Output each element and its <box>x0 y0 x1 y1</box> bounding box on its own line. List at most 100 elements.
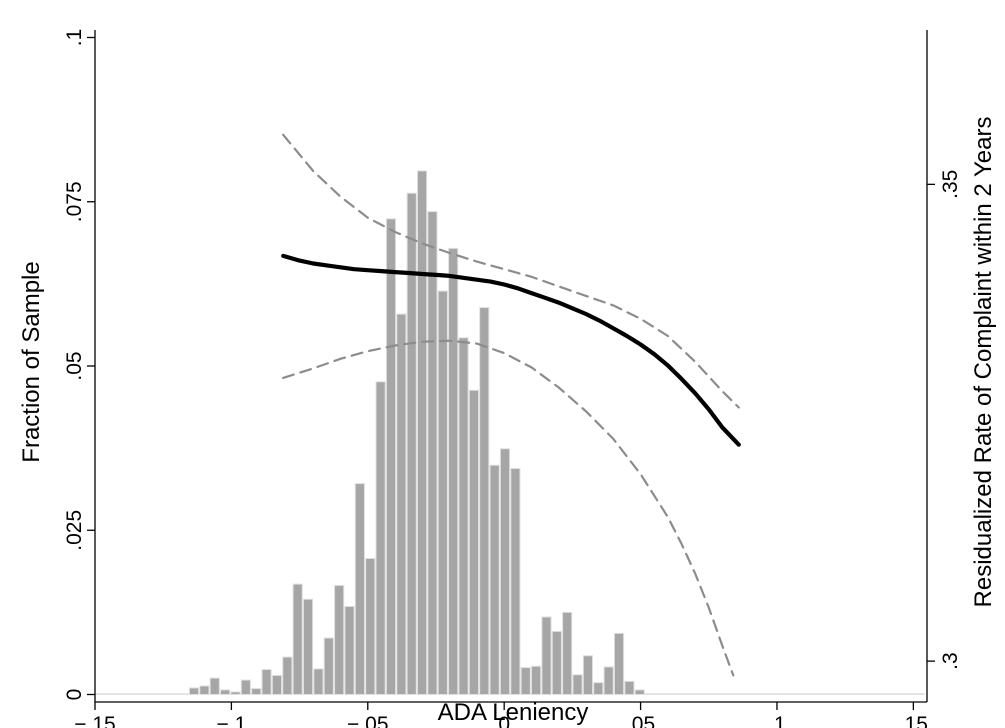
x-tick-label: −.05 <box>347 713 388 728</box>
y-tick-label: .075 <box>63 181 86 222</box>
histogram-bar <box>95 693 106 696</box>
histogram-bar <box>344 605 355 696</box>
histogram-bar <box>448 247 459 695</box>
histogram-bar <box>593 682 604 695</box>
histogram-bar <box>157 693 169 696</box>
histogram-bar <box>489 464 500 695</box>
x-tick-label: .15 <box>899 713 928 728</box>
histogram-bar <box>251 688 262 696</box>
histogram-bar <box>282 656 293 695</box>
histogram-bar <box>510 467 521 695</box>
histogram-bar <box>385 218 397 696</box>
histogram-bar <box>313 668 324 696</box>
histogram-bar <box>499 448 511 695</box>
histogram-bar <box>862 693 873 696</box>
histogram-bar <box>188 687 200 695</box>
histogram-bar <box>655 693 666 696</box>
histogram-bar <box>831 693 842 696</box>
histogram-bar <box>199 685 210 696</box>
histogram-bar <box>779 693 790 696</box>
histogram-bar <box>147 693 158 696</box>
histogram-bar <box>696 693 708 696</box>
histogram-bar <box>676 693 687 696</box>
histogram-bar <box>634 689 645 696</box>
fit-line <box>281 253 741 447</box>
histogram-bar <box>137 693 148 696</box>
histogram-bar <box>479 307 490 695</box>
histogram-bar <box>458 337 469 695</box>
histogram-bar <box>468 389 479 695</box>
histogram-bar <box>427 211 438 696</box>
histogram-bar <box>800 693 811 696</box>
histogram-bar <box>240 679 251 695</box>
histogram-bar <box>354 483 365 695</box>
histogram-bar <box>302 598 314 695</box>
histogram-bar <box>624 680 635 695</box>
histogram-bar <box>116 693 127 696</box>
x-tick-label: .1 <box>768 713 786 728</box>
histogram-bar <box>168 693 179 696</box>
histogram-bar <box>748 693 759 696</box>
ci-upper-line <box>282 133 740 409</box>
y2-axis-title: Residualized Rate of Complaint within 2 … <box>970 117 997 608</box>
histogram-bar <box>334 584 345 695</box>
histogram-bar <box>914 693 925 696</box>
histogram-bar <box>727 693 739 696</box>
x-tick-label: .05 <box>626 713 655 728</box>
histogram-bar <box>406 192 417 696</box>
histogram-bar <box>904 693 915 696</box>
x-axis-title: ADA Leniency <box>438 699 589 726</box>
histogram-bar <box>396 313 407 695</box>
x-tick-label: 0 <box>498 713 510 728</box>
histogram-bar <box>292 583 303 695</box>
y-tick-label: .1 <box>63 29 86 47</box>
histogram-bar <box>686 693 697 696</box>
fit-lines <box>281 133 741 677</box>
y-tick-label: 0 <box>63 689 86 701</box>
y-tick-label: .025 <box>63 510 86 551</box>
histogram-bar <box>230 691 241 695</box>
histogram-bar <box>437 290 448 695</box>
histogram-bar <box>572 674 583 695</box>
histogram-bar <box>531 665 542 695</box>
histogram-bar <box>759 693 770 696</box>
histogram-bar <box>365 558 376 695</box>
ci-lower-line <box>282 339 735 677</box>
histogram-bar <box>375 381 386 695</box>
histogram-bar <box>520 667 531 695</box>
histogram-bar <box>665 693 676 696</box>
histogram-bar <box>178 693 189 696</box>
histogram-bar <box>738 693 749 696</box>
y2-tick-label: .35 <box>939 170 962 199</box>
histogram-bar <box>416 170 428 695</box>
histogram-bar <box>551 630 562 695</box>
histogram-bar <box>106 693 117 696</box>
y2-tick-label: .3 <box>939 652 962 670</box>
histogram-bars <box>95 170 925 696</box>
axes: −.15 −.1 −.05 0 .05 .1 .15 0 .025 .05 .075 .1 .3 .35 <box>63 29 962 728</box>
histogram-bar <box>261 669 272 696</box>
histogram-bar <box>323 637 334 695</box>
histogram-bar <box>603 666 614 695</box>
histogram-bar <box>790 693 801 696</box>
histogram-bar <box>883 693 894 696</box>
histogram-bar <box>841 693 853 696</box>
histogram-bar <box>821 693 832 696</box>
histogram-bar <box>810 693 822 696</box>
x-tick-label: −.15 <box>74 713 115 728</box>
histogram-bar <box>541 616 552 695</box>
histogram-bar <box>645 693 656 696</box>
histogram-bar <box>126 693 137 696</box>
histogram-bar <box>852 693 863 696</box>
y-axis-title: Fraction of Sample <box>18 261 45 462</box>
histogram-bar <box>769 693 780 696</box>
x-tick-label: −.1 <box>217 713 247 728</box>
histogram-bar <box>893 693 904 696</box>
histogram-bar <box>707 693 718 696</box>
histogram-bar <box>562 611 573 696</box>
histogram-bar <box>613 632 625 696</box>
histogram-bar <box>271 674 283 696</box>
histogram-bar <box>582 655 594 695</box>
histogram-bar <box>220 689 231 696</box>
